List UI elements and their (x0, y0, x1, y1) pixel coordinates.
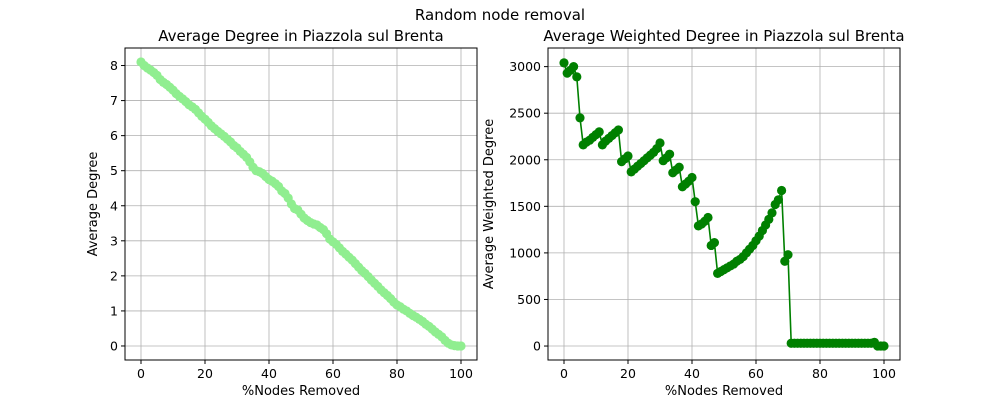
weighted-degree-data-point (767, 208, 777, 218)
weighted-degree-y-tick-label: 3000 (509, 59, 541, 74)
weighted-degree-data-point (559, 58, 569, 68)
weighted-degree-x-tick-label: 100 (872, 366, 896, 381)
weighted-degree-data-point (655, 138, 665, 148)
weighted-degree-data-point (572, 72, 582, 82)
average-degree-y-tick-label: 6 (110, 128, 118, 143)
average-degree-y-tick-label: 0 (110, 338, 118, 353)
weighted-degree-data-point (879, 341, 889, 351)
chart-average-degree: 0 20 40 60 80 100 0 1 2 3 4 5 6 7 8 Average Degree in P… (86, 27, 478, 399)
weighted-degree-x-tick-label: 80 (812, 366, 828, 381)
weighted-degree-x-tick-label: 40 (684, 366, 700, 381)
weighted-degree-data-point (674, 162, 684, 172)
average-degree-axes-frame (124, 47, 478, 361)
weighted-degree-y-tick-label: 2000 (509, 152, 541, 167)
weighted-degree-y-tick-label: 2500 (509, 106, 541, 121)
weighted-degree-y-axis-label: Average Weighted Degree (482, 119, 497, 290)
weighted-degree-data-point (690, 197, 700, 207)
average-degree-x-tick-label: 20 (197, 366, 213, 381)
average-degree-y-tick-label: 2 (110, 268, 118, 283)
weighted-degree-data-point (594, 127, 604, 137)
weighted-degree-data-point (777, 185, 787, 196)
average-degree-y-tick-label: 3 (110, 233, 118, 248)
weighted-degree-data-point (773, 195, 784, 205)
weighted-degree-x-tick-label: 0 (560, 366, 568, 381)
average-degree-y-tick-label: 1 (110, 303, 118, 318)
weighted-degree-data-point (623, 151, 633, 161)
weighted-degree-data-point (783, 250, 793, 260)
average-degree-y-tick-label: 8 (110, 58, 118, 73)
average-degree-x-tick-label: 60 (325, 366, 341, 381)
average-degree-x-tick-label: 0 (137, 366, 145, 381)
average-degree-y-tick-label: 4 (110, 198, 118, 213)
weighted-degree-data-point (613, 125, 624, 135)
weighted-degree-y-tick-label: 1500 (509, 199, 541, 214)
weighted-degree-y-tick-label: 0 (533, 339, 541, 354)
weighted-degree-data-point (665, 149, 675, 159)
weighted-degree-data-point (709, 238, 720, 248)
weighted-degree-data-point (703, 212, 713, 223)
weighted-degree-y-tick-label: 1000 (509, 245, 541, 260)
average-degree-y-tick-label: 7 (110, 93, 118, 108)
average-degree-x-tick-label: 100 (449, 366, 473, 381)
weighted-degree-data-point (569, 62, 579, 72)
weighted-degree-x-tick-label: 60 (748, 366, 764, 381)
weighted-degree-x-axis-label: %Nodes Removed (665, 384, 783, 399)
figure-suptitle: Random node removal (415, 6, 585, 24)
average-degree-y-axis-label: Average Degree (86, 152, 101, 257)
chart-average-weighted-degree: 0 20 40 60 80 100050010001500200025003000Aver… (482, 27, 905, 399)
weighted-degree-chart-title: Average Weighted Degree in Piazzola sul … (543, 27, 904, 45)
average-degree-chart-title: Average Degree in Piazzola sul Brenta (158, 27, 444, 45)
weighted-degree-axes-frame (547, 47, 901, 361)
weighted-degree-data-point (575, 113, 585, 123)
average-degree-x-tick-label: 40 (261, 366, 277, 381)
average-degree-x-axis-label: %Nodes Removed (242, 384, 360, 399)
average-degree-x-tick-label: 80 (389, 366, 405, 381)
weighted-degree-data-point (687, 172, 697, 183)
average-degree-y-tick-label: 5 (110, 163, 118, 178)
average-degree-data-point (456, 341, 466, 351)
weighted-degree-x-tick-label: 20 (620, 366, 636, 381)
weighted-degree-y-tick-label: 500 (517, 292, 541, 307)
